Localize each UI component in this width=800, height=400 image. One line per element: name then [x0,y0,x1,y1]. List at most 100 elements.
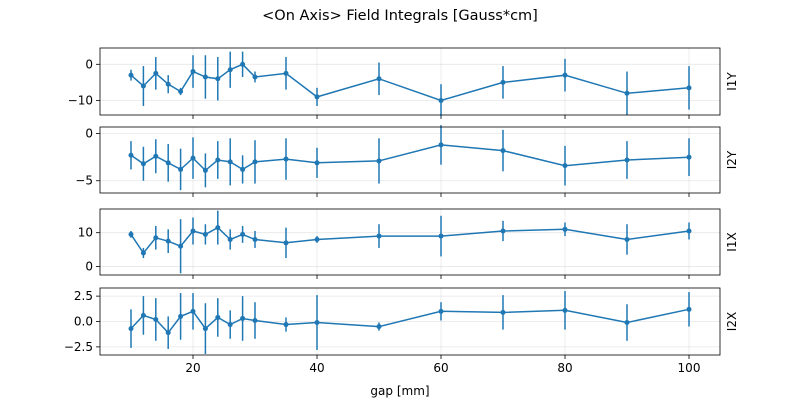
y-tick-label: 0 [85,127,93,141]
y-tick-label: 10 [78,226,93,240]
data-point [165,81,171,87]
y-tick-label: 2.5 [74,289,93,303]
panel-i1x: 10 0 I1X [78,208,739,279]
data-point [178,88,184,94]
data-point [140,83,146,89]
data-point [128,152,134,158]
data-point [202,167,208,173]
y-tick-label: 0 [85,57,93,71]
data-point [686,85,692,91]
data-point [240,61,246,67]
data-point [252,159,258,165]
data-point [283,240,289,246]
panel-i2x: 2.5 0.0 −2.5 20 40 60 80 100 I2X [64,287,739,375]
data-point [314,236,320,242]
y-tick-label: 0.0 [74,315,93,329]
data-point [178,243,184,249]
axes-frame [99,208,721,276]
data-point [215,76,221,82]
data-point [624,320,630,326]
data-point [500,228,506,234]
data-point [140,250,146,256]
data-point [190,155,196,161]
data-point [283,156,289,162]
data-point [376,233,382,239]
data-point [128,72,134,78]
data-point [227,159,233,165]
data-point [202,231,208,237]
data-point [314,160,320,166]
data-point [376,324,382,330]
data-point [438,308,444,314]
data-point [215,225,221,231]
data-point [438,233,444,239]
series-line [130,63,690,102]
data-point [562,72,568,78]
y-axis-label: I2X [725,312,739,331]
panel-i1y: 0 −10 I1Y [68,47,739,119]
data-point [190,308,196,314]
data-point [500,309,506,315]
data-point [686,154,692,160]
data-point [190,228,196,234]
x-tick-label: 80 [557,361,572,375]
x-tick-label: 60 [433,361,448,375]
y-axis-label: I2Y [725,150,739,169]
data-point [624,236,630,242]
data-point [562,226,568,232]
data-point [153,316,159,322]
series-line [130,308,690,334]
axes-frame [99,126,721,194]
data-point [240,231,246,237]
data-point [686,228,692,234]
data-point [283,70,289,76]
data-point [240,166,246,172]
data-point [178,313,184,319]
x-tick-label: 100 [678,361,701,375]
chart-title: <On Axis> Field Integrals [Gauss*cm] [262,8,538,24]
data-point [202,326,208,332]
data-point [165,238,171,244]
data-point [153,153,159,159]
data-point [153,70,159,76]
data-point [562,307,568,313]
y-tick-label: 0 [85,260,93,274]
data-point [438,142,444,148]
data-point [283,322,289,328]
data-point [314,320,320,326]
data-point [314,94,320,100]
data-point [624,157,630,163]
data-point [562,163,568,169]
data-point [376,76,382,82]
data-point [128,231,134,237]
data-point [240,315,246,321]
data-point [190,69,196,75]
x-axis-label: gap [mm] [370,384,429,398]
data-point [165,160,171,166]
data-point [128,326,134,332]
data-point [376,158,382,164]
data-point [153,235,159,241]
data-point [252,317,258,323]
y-axis-label: I1X [725,232,739,251]
y-tick-label: −2.5 [64,340,93,354]
data-point [165,330,171,336]
data-point [178,166,184,172]
x-tick-label: 20 [185,361,200,375]
series-line [130,226,690,255]
data-point [686,306,692,312]
series-line [130,144,690,172]
panel-i2y: 0 −5 I2Y [75,125,739,197]
y-tick-label: −10 [68,94,93,108]
data-point [140,312,146,318]
data-point [252,236,258,242]
x-tick-label: 40 [309,361,324,375]
data-point [500,79,506,85]
y-tick-label: −5 [75,174,93,188]
data-point [215,314,221,320]
data-point [438,98,444,104]
data-point [227,236,233,242]
data-point [202,74,208,80]
data-point [140,161,146,167]
